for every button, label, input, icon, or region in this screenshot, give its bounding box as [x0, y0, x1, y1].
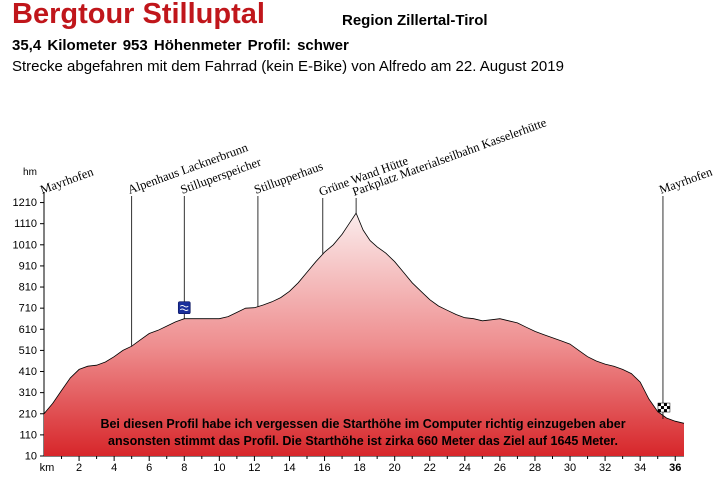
waypoint-label: Parkplatz Materialseilbahn Kasselerhütte	[350, 115, 548, 199]
x-tick-label: 36	[669, 462, 681, 474]
x-tick-label: 32	[599, 462, 611, 474]
x-tick-label: 8	[181, 462, 187, 474]
x-tick-label: 10	[213, 462, 225, 474]
y-tick-label: 810	[19, 282, 37, 294]
y-axis: hm 10 110 210 310 410 510 610 710 810 910 1010 1110 1…	[13, 167, 45, 463]
y-tick-label: 310	[19, 387, 37, 399]
elevation-line	[43, 212, 685, 424]
waypoint-marker: Stilluperspeicher	[177, 154, 264, 319]
region-label: Region Zillertal-Tirol	[342, 12, 488, 29]
x-axis: km 2 4 6 8 10 12 14 16 18 20 22 24 26 28 30 32 34 36	[40, 455, 684, 474]
x-tick-label: 18	[353, 462, 365, 474]
x-tick-label: 2	[76, 462, 82, 474]
x-tick-label: 16	[318, 462, 330, 474]
y-tick-label: 610	[19, 324, 37, 336]
y-tick-label: 1110	[14, 218, 37, 230]
page-title: Bergtour Stilluptal	[12, 0, 265, 30]
y-tick-label: 210	[19, 408, 37, 420]
elevation-area	[44, 213, 684, 456]
water-icon	[177, 301, 191, 315]
profile-note: Bei diesen Profil habe ich vergessen die…	[60, 416, 666, 450]
x-tick-label: 20	[389, 462, 401, 474]
x-tick-label: 26	[494, 462, 506, 474]
profile-note-line-1: Bei diesen Profil habe ich vergessen die…	[100, 417, 626, 431]
x-tick-label: 14	[283, 462, 295, 474]
tour-subtitle: Strecke abgefahren mit dem Fahrrad (kein…	[12, 58, 564, 75]
y-tick-label: 410	[19, 366, 37, 378]
y-tick-label: 710	[19, 303, 37, 315]
checkered-flag-icon	[657, 402, 671, 413]
y-tick-label: 510	[19, 345, 37, 357]
y-tick-label: 110	[19, 429, 37, 441]
y-tick-label: 10	[25, 451, 37, 463]
profile-note-line-2: ansonsten stimmt das Profil. Die Starthö…	[108, 434, 618, 448]
x-tick-label: 28	[529, 462, 541, 474]
y-axis-label: hm	[23, 167, 37, 178]
x-tick-label: 12	[248, 462, 260, 474]
waypoint-marker: Mayrhofen	[657, 164, 715, 420]
y-tick-label: 1010	[13, 239, 37, 251]
y-tick-label: 910	[19, 260, 37, 272]
waypoint-label: Mayrhofen	[38, 164, 96, 196]
x-tick-label: 34	[634, 462, 646, 474]
x-tick-label: 4	[111, 462, 117, 474]
tour-stats: 35,4 Kilometer 953 Höhenmeter Profil: sc…	[12, 37, 349, 54]
waypoint-label: Mayrhofen	[657, 164, 715, 196]
x-axis-label: km	[40, 462, 55, 474]
x-tick-label: 24	[459, 462, 471, 474]
y-tick-label: 1210	[13, 197, 37, 209]
x-tick-label: 22	[424, 462, 436, 474]
x-tick-label: 6	[146, 462, 152, 474]
waypoint-label: Stillupperhaus	[252, 159, 325, 197]
x-tick-label: 30	[564, 462, 576, 474]
